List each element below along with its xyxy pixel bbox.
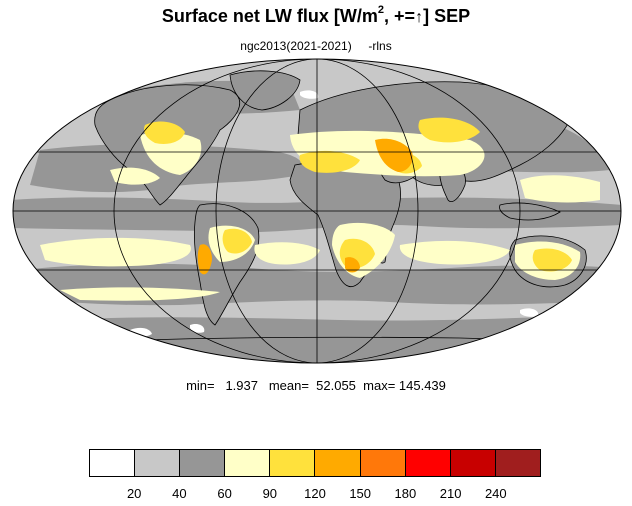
colorbar-tick-label: 180 bbox=[394, 486, 417, 501]
title-superscript: 2 bbox=[377, 4, 385, 16]
title-after-sup: , += bbox=[384, 6, 416, 26]
colorbar-tick-label: 120 bbox=[304, 486, 326, 501]
world-map bbox=[12, 58, 622, 364]
indonesia bbox=[499, 202, 561, 221]
colorbar-swatch bbox=[495, 450, 540, 476]
colorbar bbox=[89, 449, 541, 477]
subtitle-variable: -rlns bbox=[368, 39, 392, 53]
graticule bbox=[13, 59, 621, 363]
colorbar-swatch bbox=[315, 450, 361, 476]
colorbar-tick-label: 90 bbox=[262, 486, 278, 501]
map-statistics: min= 1.937 mean= 52.055 max= 145.439 bbox=[186, 378, 446, 393]
colorbar-swatch bbox=[405, 450, 451, 476]
colorbar-swatch bbox=[90, 450, 136, 476]
colorbar-ticks: 20 40 60 90 120 150 180 210 240 bbox=[89, 486, 541, 502]
flux-below-20-regions bbox=[130, 90, 539, 337]
new-zealand bbox=[588, 291, 598, 309]
colorbar-tick-label: 210 bbox=[439, 486, 462, 501]
colorbar-tick-label: 40 bbox=[172, 486, 187, 501]
title-suffix: ] SEP bbox=[423, 6, 471, 26]
colorbar-swatch bbox=[225, 450, 271, 476]
flux-120-150-regions bbox=[197, 138, 413, 275]
up-arrow-icon: ↑ bbox=[415, 9, 424, 26]
map-subtitle: ngc2013(2021-2021) -rlns bbox=[0, 39, 632, 53]
colorbar-tick-label: 150 bbox=[349, 486, 372, 501]
colorbar-swatch bbox=[270, 450, 316, 476]
colorbar-swatch bbox=[360, 450, 406, 476]
title-main: Surface net LW flux [W/m bbox=[161, 6, 378, 26]
colorbar-tick-label: 20 bbox=[126, 486, 142, 501]
map-title: Surface net LW flux [W/m2, +=↑] SEP bbox=[0, 4, 632, 27]
globe-outline bbox=[12, 58, 622, 364]
flux-90-120-regions bbox=[144, 117, 572, 272]
subtitle-run: ngc2013(2021-2021) bbox=[240, 39, 352, 53]
colorbar-tick-label: 60 bbox=[217, 486, 232, 501]
colorbar-swatch bbox=[135, 450, 181, 476]
colorbar-tick-label: 240 bbox=[484, 486, 507, 501]
colorbar-swatch bbox=[450, 450, 496, 476]
colorbar-swatch bbox=[180, 450, 226, 476]
antarctica bbox=[13, 336, 621, 363]
